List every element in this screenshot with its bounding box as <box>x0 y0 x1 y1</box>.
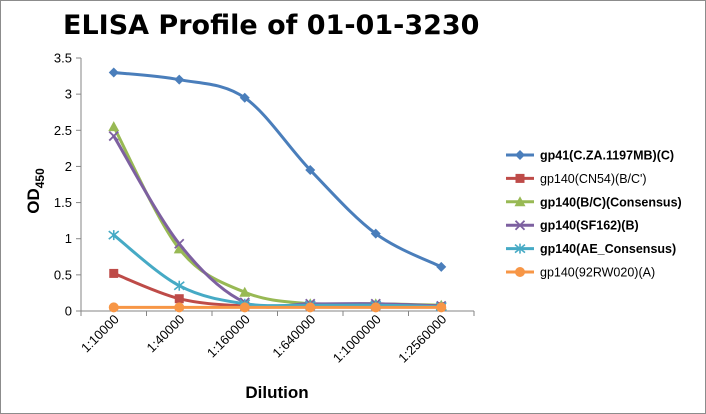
data-point <box>108 230 120 241</box>
axes: 0 0.5 1 1.5 2 2.5 3 3.5 1:10000 1:40000 1:160000 1:… <box>54 51 475 366</box>
series-line <box>112 134 443 309</box>
y-tick-label: 1.5 <box>54 195 72 210</box>
legend: gp41(C.ZA.1197MB)(C) gp140(CN54)(B/C') gp1… <box>506 149 682 280</box>
legend-marker <box>515 267 525 277</box>
y-axis-label-main: OD <box>24 188 43 214</box>
data-point <box>108 302 119 313</box>
legend-entry: gp41(C.ZA.1197MB)(C) <box>506 149 674 163</box>
legend-label: gp140(B/C)(Consensus) <box>540 195 682 209</box>
marker-stroke <box>514 220 526 231</box>
data-point <box>174 294 184 304</box>
legend-entry: gp140(B/C)(Consensus) <box>506 195 682 209</box>
y-tick-label: 0 <box>65 304 72 319</box>
series-layer <box>108 67 447 313</box>
legend-label: gp140(AE_Consensus) <box>540 242 676 256</box>
x-axis-label: Dilution <box>245 383 308 402</box>
legend-marker <box>514 220 526 231</box>
x-tick-label: 1:2560000 <box>395 312 449 366</box>
y-axis-label-group: OD450 <box>24 168 47 214</box>
legend-entry: gp140(92RW020)(A) <box>506 266 655 280</box>
series-6 <box>108 302 447 313</box>
legend-entry: gp140(AE_Consensus) <box>506 242 676 256</box>
data-point <box>436 261 447 272</box>
data-point <box>173 243 185 254</box>
data-point <box>239 302 250 313</box>
series-line <box>112 70 443 269</box>
data-point <box>436 302 447 313</box>
series-line <box>112 125 443 307</box>
legend-marker <box>514 196 526 207</box>
y-tick-label: 3.5 <box>54 51 72 66</box>
legend-marker <box>515 150 525 160</box>
y-tick-label: 0.5 <box>54 267 72 282</box>
data-point <box>174 302 185 313</box>
data-point <box>173 280 185 291</box>
data-point <box>370 228 381 239</box>
y-axis-label: OD450 <box>24 168 47 214</box>
data-point <box>108 121 120 132</box>
legend-marker <box>514 243 526 254</box>
legend-label: gp41(C.ZA.1197MB)(C) <box>540 149 674 163</box>
y-axis-label-subscript: 450 <box>33 168 47 188</box>
data-point <box>305 302 316 313</box>
data-point <box>109 268 119 278</box>
data-point <box>370 302 381 313</box>
legend-marker <box>515 173 525 183</box>
data-point <box>305 165 316 176</box>
series-1 <box>108 67 447 272</box>
marker-stroke <box>174 238 185 249</box>
legend-label: gp140(CN54)(B/C') <box>540 172 647 186</box>
chart-title: ELISA Profile of 01-01-3230 <box>63 10 479 41</box>
y-tick-label: 2 <box>65 159 72 174</box>
data-point <box>174 74 185 85</box>
x-tick-label: 1:160000 <box>204 312 253 361</box>
x-tick-label: 1:40000 <box>144 312 188 356</box>
series-line <box>112 233 443 309</box>
legend-label: gp140(92RW020)(A) <box>540 266 655 280</box>
x-tick-label: 1:640000 <box>269 312 318 361</box>
data-point <box>108 130 119 142</box>
data-point <box>174 238 185 249</box>
legend-entry: gp140(CN54)(B/C') <box>506 172 647 186</box>
data-point <box>239 286 251 297</box>
data-point <box>239 92 250 103</box>
marker-stroke <box>108 130 119 142</box>
y-tick-label: 2.5 <box>54 123 72 138</box>
x-tick-label: 1:10000 <box>78 312 122 356</box>
y-tick-label: 1 <box>65 231 72 246</box>
x-tick-label: 1:1000000 <box>330 312 384 366</box>
y-tick-label: 3 <box>65 87 72 102</box>
legend-label: gp140(SF162)(B) <box>540 219 639 233</box>
data-point <box>108 67 119 78</box>
legend-entry: gp140(SF162)(B) <box>506 219 639 233</box>
